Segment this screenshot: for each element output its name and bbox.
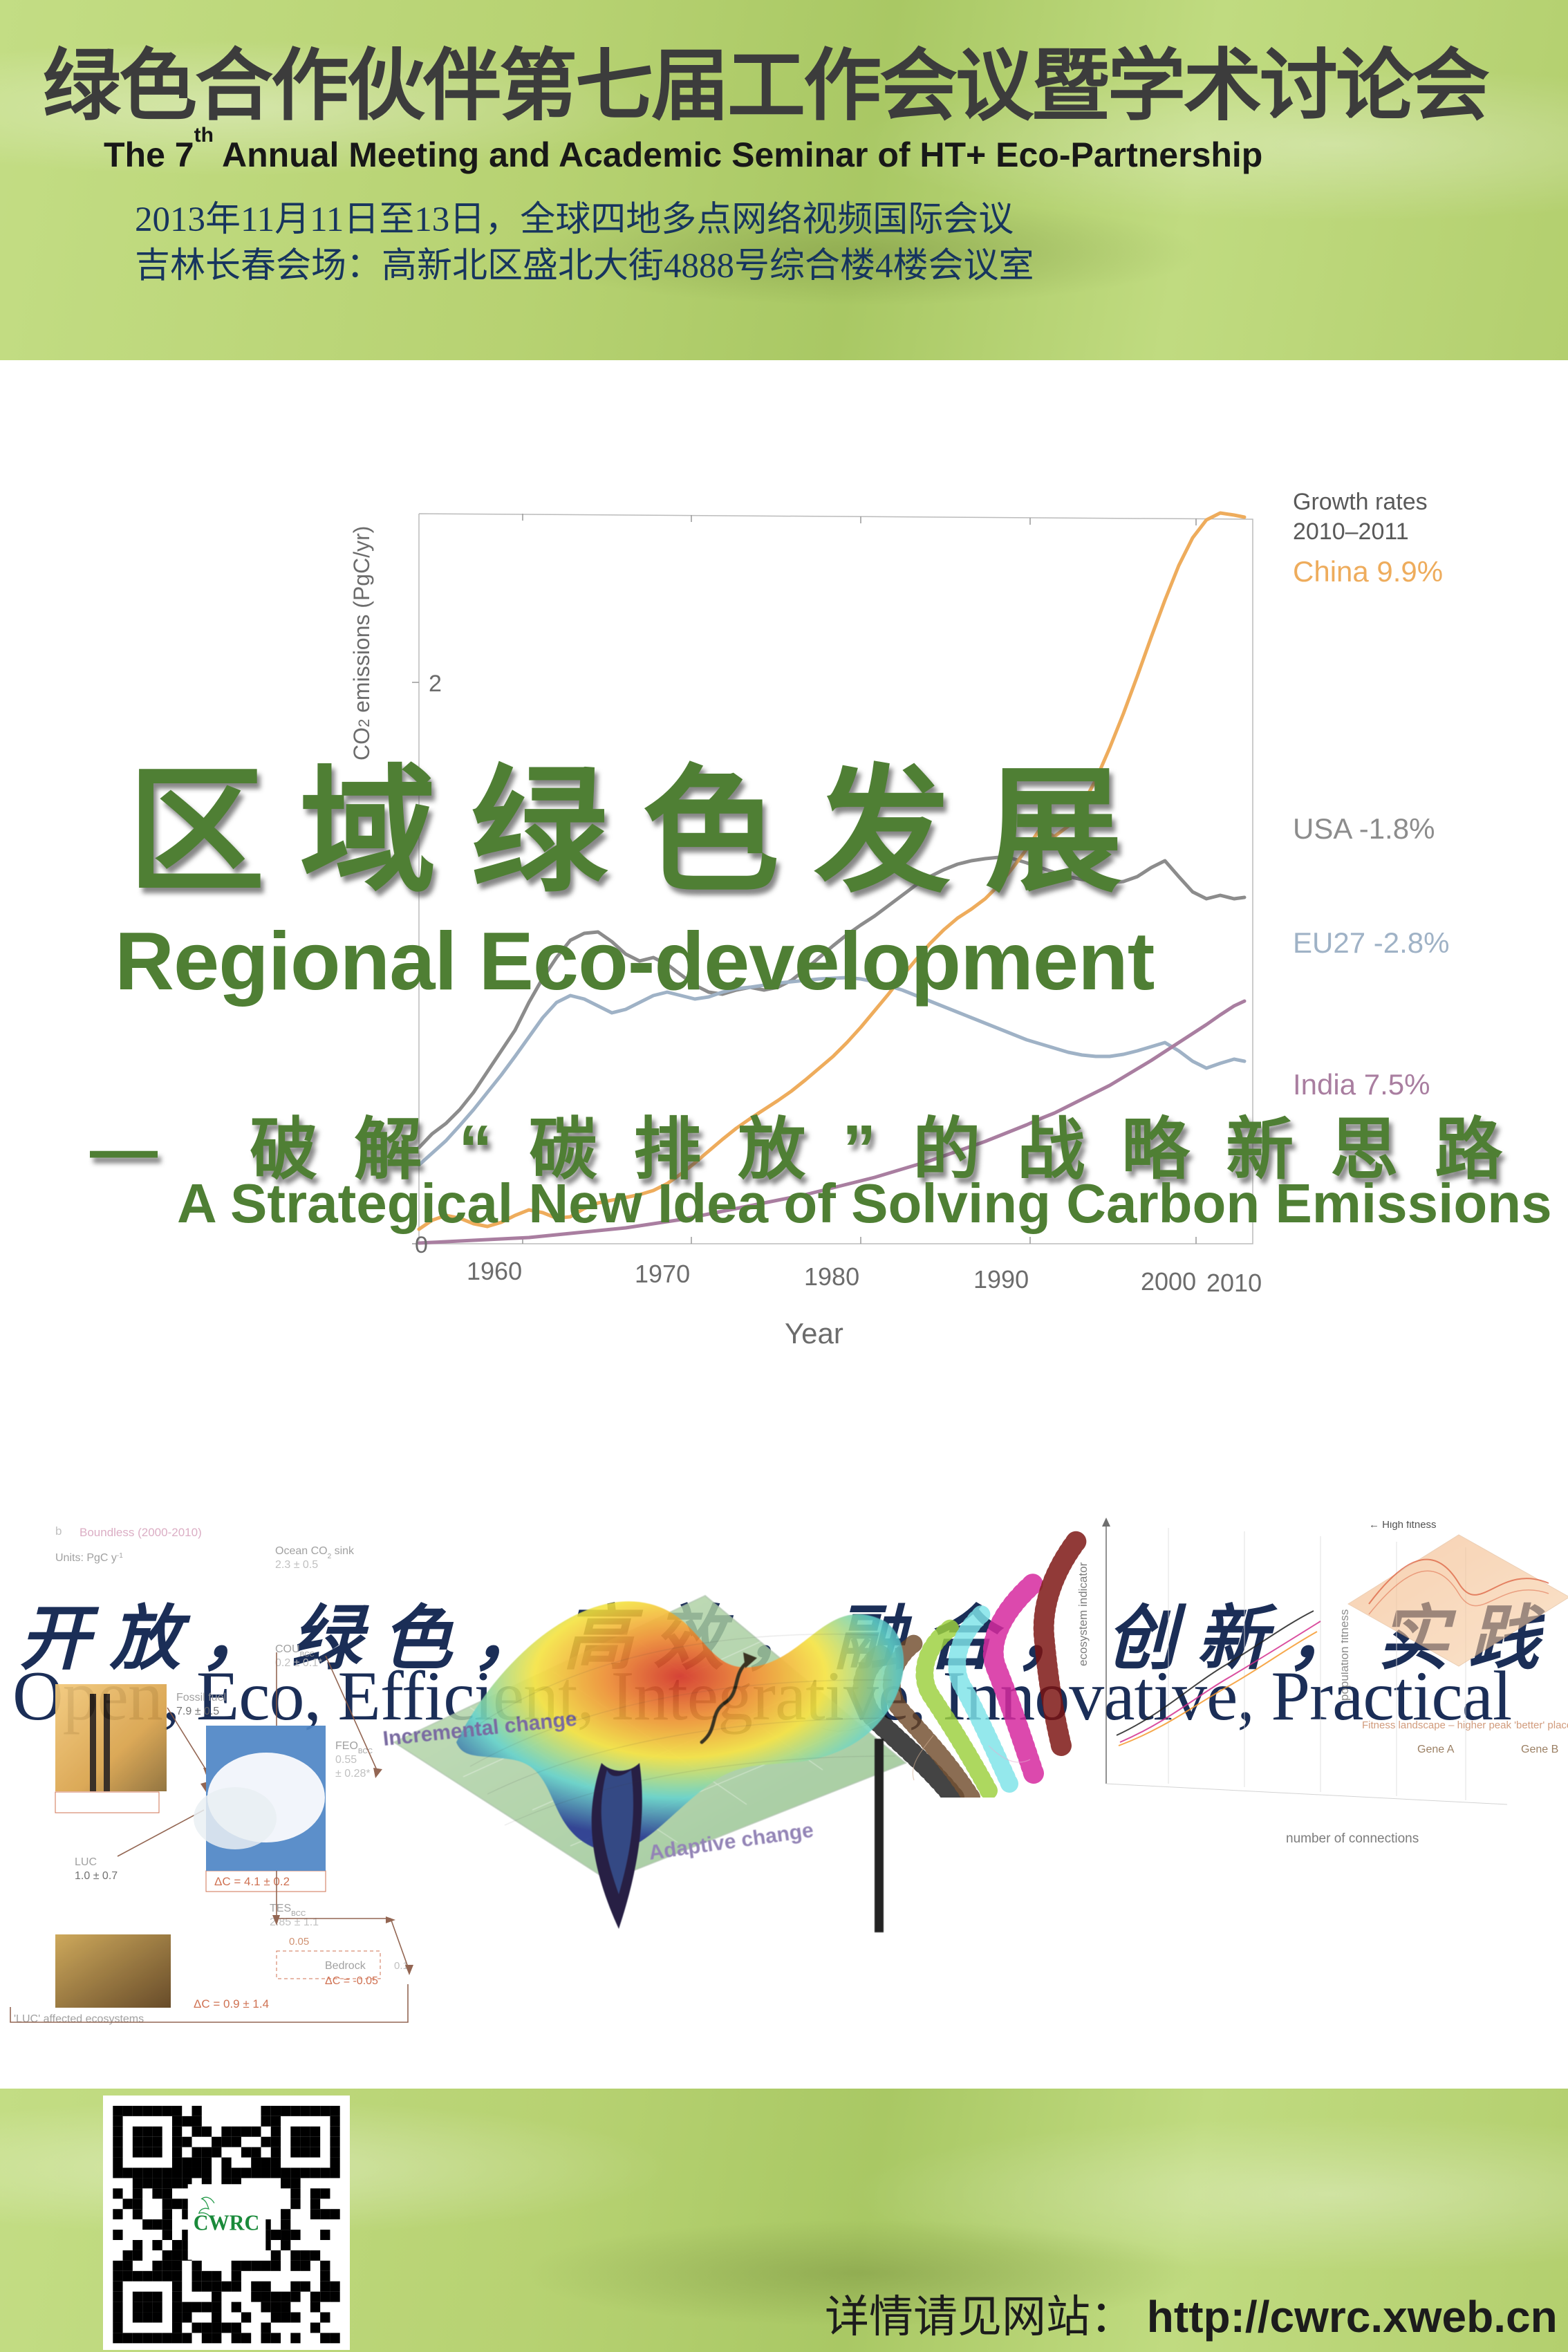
svg-text:Bedrock: Bedrock bbox=[325, 1960, 366, 1972]
svg-text:± 0.28*: ± 0.28* bbox=[335, 1768, 371, 1780]
svg-text:Ocean CO2 sink: Ocean CO2 sink bbox=[275, 1545, 355, 1560]
svg-text:CWRC: CWRC bbox=[194, 2211, 260, 2235]
svg-text:ecosystem indicator: ecosystem indicator bbox=[1079, 1562, 1090, 1666]
svg-text:COUBCC: COUBCC bbox=[275, 1643, 315, 1659]
svg-text:2.3 ± 0.5: 2.3 ± 0.5 bbox=[275, 1559, 318, 1571]
svg-text:0.05: 0.05 bbox=[289, 1936, 309, 1948]
svg-text:ΔC = 4.1 ± 0.2: ΔC = 4.1 ± 0.2 bbox=[214, 1875, 290, 1888]
svg-text:Gene B: Gene B bbox=[1521, 1744, 1558, 1755]
svg-text:0.2 ± 0.1*: 0.2 ± 0.1* bbox=[275, 1657, 322, 1669]
svg-text:Fossil fuel: Fossil fuel bbox=[176, 1692, 226, 1704]
svg-text:Fitness landscape – higher pea: Fitness landscape – higher peak 'better'… bbox=[1362, 1719, 1568, 1731]
svg-text:LUC: LUC bbox=[75, 1856, 97, 1868]
svg-text:7.9 ± 0.5: 7.9 ± 0.5 bbox=[176, 1706, 219, 1717]
svg-text:number of connections: number of connections bbox=[1286, 1831, 1419, 1846]
svg-text:Units: PgC y-1: Units: PgC y-1 bbox=[55, 1552, 123, 1565]
svg-text:'LUC' affected ecosystems: 'LUC' affected ecosystems bbox=[14, 2013, 144, 2025]
svg-text:b: b bbox=[55, 1524, 62, 1538]
svg-text:0.55: 0.55 bbox=[335, 1754, 357, 1766]
svg-text:1.0 ± 0.7: 1.0 ± 0.7 bbox=[75, 1870, 118, 1882]
svg-text:← High fitness: ← High fitness bbox=[1369, 1521, 1437, 1531]
svg-text:ΔC = -0.05: ΔC = -0.05 bbox=[325, 1975, 378, 1987]
svg-text:ΔC = 0.9 ± 1.4: ΔC = 0.9 ± 1.4 bbox=[194, 1997, 269, 2010]
svg-text:Gene A: Gene A bbox=[1417, 1744, 1455, 1755]
svg-text:Boundless (2000-2010): Boundless (2000-2010) bbox=[80, 1526, 202, 1539]
svg-text:population fitness: population fitness bbox=[1341, 1609, 1351, 1701]
